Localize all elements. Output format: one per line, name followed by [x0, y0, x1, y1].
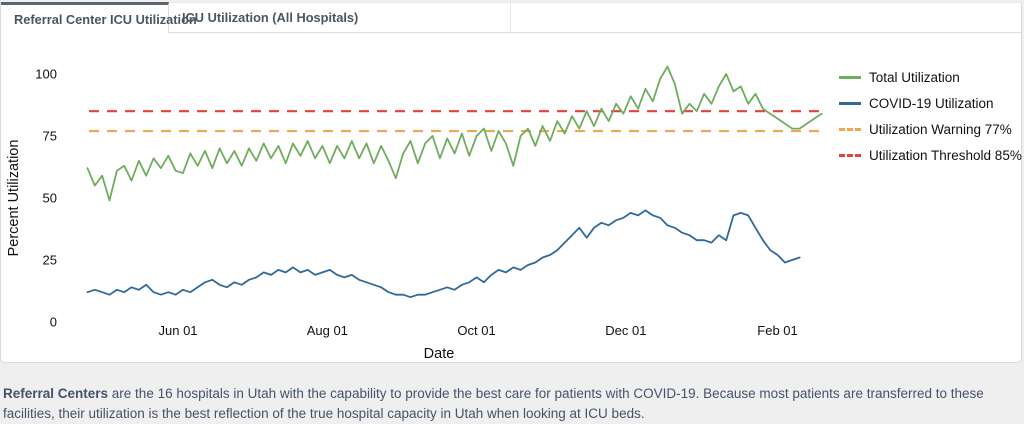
footnote-lead: Referral Centers: [3, 385, 109, 401]
series-line: [86, 65, 823, 202]
footnote-body: are the 16 hospitals in Utah with the ca…: [3, 385, 984, 421]
y-axis-title: Percent Utilization: [6, 140, 22, 257]
x-tick-label: Feb 01: [757, 323, 797, 338]
tab-bar: Referral Center ICU Utilization ICU Util…: [1, 2, 1021, 33]
chart-panel: Referral Center ICU Utilization ICU Util…: [0, 2, 1022, 363]
x-tick-label: Aug 01: [307, 323, 348, 338]
x-tick-label: Dec 01: [605, 323, 646, 338]
y-tick-label: 50: [43, 191, 57, 206]
tab-label: Referral Center ICU Utilization: [14, 11, 197, 27]
icu-utilization-chart: 0 25 50 75 100 Jun 01 Aug 01 Oct 01 Dec 01 Feb 01…: [1, 32, 1021, 362]
x-tick-label: Jun 01: [159, 323, 198, 338]
y-tick-label: 25: [43, 253, 57, 268]
chart-legend: Total Utilization COVID-19 Utilization U…: [839, 64, 1024, 168]
y-tick-label: 100: [35, 67, 57, 82]
legend-label: Total Utilization: [869, 69, 960, 85]
legend-item-utilization-warning: Utilization Warning 77%: [839, 116, 1024, 142]
tab-label: ICU Utilization (All Hospitals): [182, 10, 359, 25]
legend-label: COVID-19 Utilization: [869, 95, 994, 111]
legend-item-utilization-threshold: Utilization Threshold 85%: [839, 142, 1024, 168]
red-dashed-swatch-icon: [839, 153, 861, 157]
legend-item-covid-utilization: COVID-19 Utilization: [839, 90, 1024, 116]
tab-referral-center-icu-utilization[interactable]: Referral Center ICU Utilization: [1, 2, 197, 33]
green-line-swatch-icon: [839, 75, 861, 79]
chart-footnote: Referral Centers are the 16 hospitals in…: [3, 384, 1017, 424]
y-tick-label: 0: [50, 315, 57, 330]
tab-icu-utilization-all-hospitals[interactable]: ICU Utilization (All Hospitals): [169, 2, 511, 32]
x-tick-label: Oct 01: [457, 323, 495, 338]
legend-item-total-utilization: Total Utilization: [839, 64, 1024, 90]
chart-svg: 0 25 50 75 100 Jun 01 Aug 01 Oct 01 Dec 01 Feb 01…: [6, 65, 823, 362]
x-axis-title: Date: [424, 346, 455, 362]
orange-dashed-swatch-icon: [839, 127, 861, 131]
legend-label: Utilization Warning 77%: [869, 121, 1012, 137]
tab-bar-filler: [511, 2, 1021, 32]
series-line: [86, 209, 801, 299]
y-tick-label: 75: [43, 129, 57, 144]
blue-line-swatch-icon: [839, 101, 861, 105]
legend-label: Utilization Threshold 85%: [869, 147, 1022, 163]
